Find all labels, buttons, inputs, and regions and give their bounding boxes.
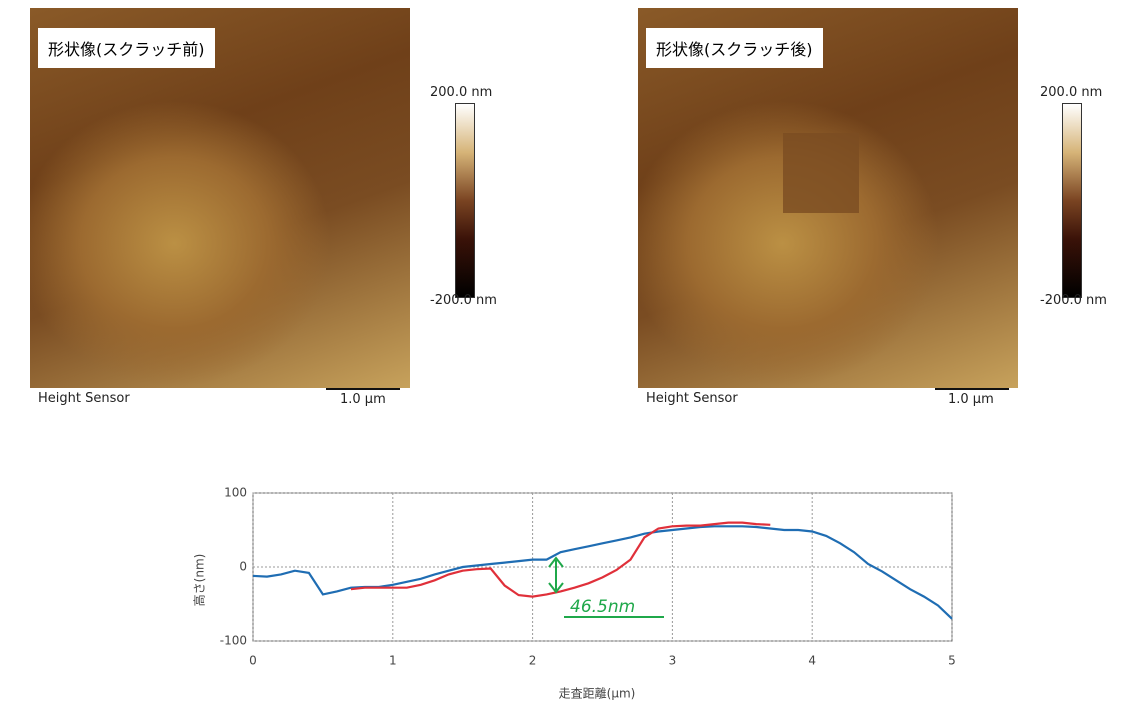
x-tick-label: 1 [389, 654, 397, 668]
x-tick-label: 3 [669, 654, 677, 668]
x-axis-label: 走査距離(μm) [559, 687, 636, 701]
page: 形状像(スクラッチ前) 形状像(スクラッチ後) 200.0 nm -200.0 … [0, 0, 1129, 704]
x-tick-label: 5 [948, 654, 956, 668]
y-tick-label: 0 [239, 560, 247, 574]
x-tick-label: 0 [249, 654, 257, 668]
y-tick-label: -100 [220, 634, 247, 648]
annotation: 46.5nm [570, 597, 635, 617]
x-tick-label: 2 [529, 654, 537, 668]
y-tick-label: 100 [224, 486, 247, 500]
chart: 走査距離(μm) 高さ(nm) 46.5nm -1000100012345 [0, 0, 1129, 704]
y-axis-label: 高さ(nm) [192, 554, 207, 607]
x-tick-label: 4 [808, 654, 816, 668]
